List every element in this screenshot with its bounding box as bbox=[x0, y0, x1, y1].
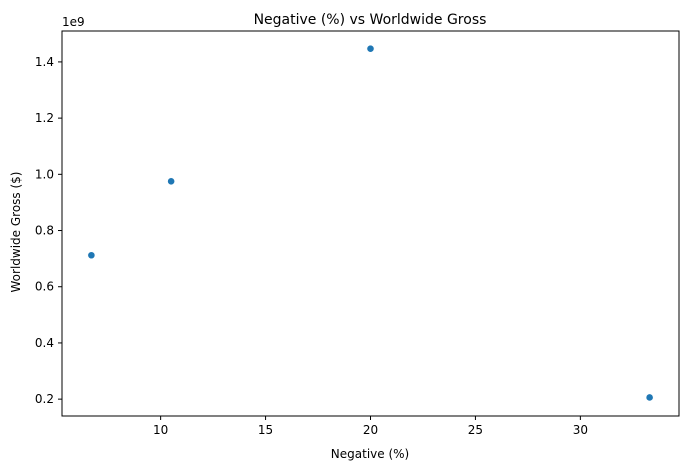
y-axis-label: Worldwide Gross ($) bbox=[9, 172, 23, 293]
y-tick-label: 0.2 bbox=[35, 392, 54, 406]
x-tick-label: 30 bbox=[573, 423, 588, 437]
plot-area bbox=[61, 30, 680, 417]
x-axis-label: Negative (%) bbox=[331, 447, 409, 461]
x-tick-label: 25 bbox=[468, 423, 483, 437]
data-points bbox=[87, 44, 654, 402]
data-point bbox=[87, 251, 96, 260]
chart-title: Negative (%) vs Worldwide Gross bbox=[254, 12, 487, 28]
y-tick-label: 1.2 bbox=[35, 111, 54, 125]
data-point bbox=[366, 44, 375, 53]
y-tick-label: 0.6 bbox=[35, 280, 54, 294]
plot-frame bbox=[61, 30, 680, 417]
y-tick-label: 0.4 bbox=[35, 336, 54, 350]
x-tick-label: 10 bbox=[153, 423, 168, 437]
x-tick-label: 15 bbox=[258, 423, 273, 437]
x-tick-label: 20 bbox=[363, 423, 378, 437]
y-tick-label: 0.8 bbox=[35, 224, 54, 238]
data-point bbox=[167, 177, 176, 186]
y-axis: 0.2 0.4 0.6 0.8 1.0 1.2 1.4 bbox=[35, 55, 62, 406]
x-axis: 10 15 20 25 30 bbox=[153, 416, 588, 437]
data-point bbox=[645, 393, 654, 402]
y-tick-label: 1.4 bbox=[35, 55, 54, 69]
y-tick-label: 1.0 bbox=[35, 167, 54, 181]
y-axis-offset-label: 1e9 bbox=[62, 15, 85, 29]
